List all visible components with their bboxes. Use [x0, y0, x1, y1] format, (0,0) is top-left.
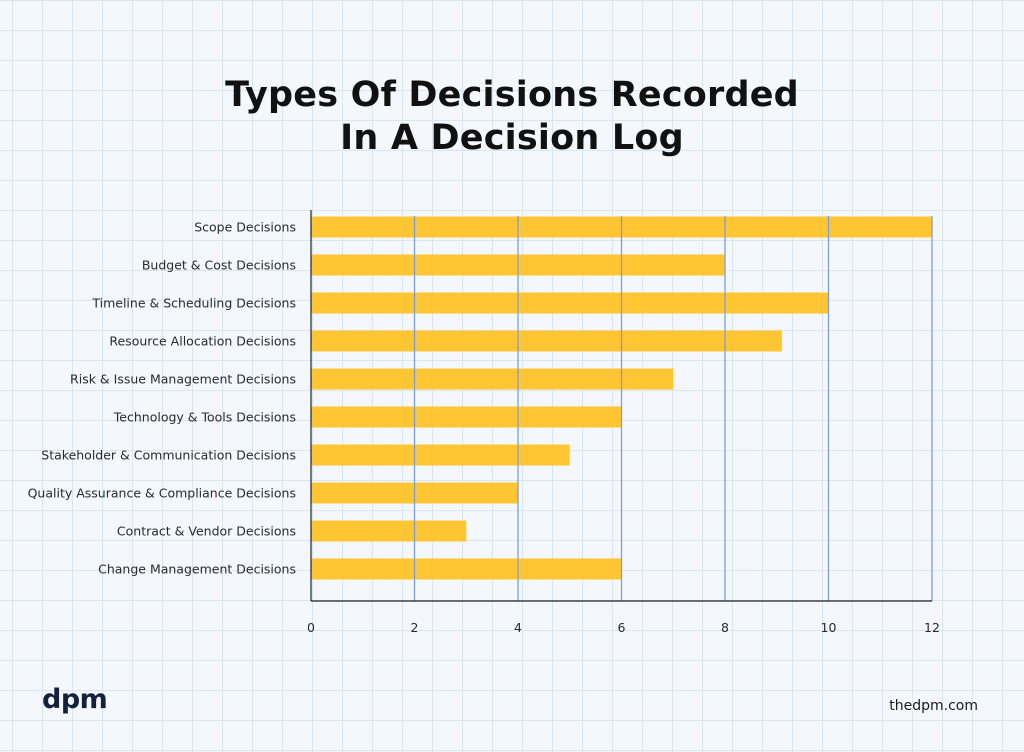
x-tick-label: 8	[721, 620, 729, 635]
x-tick-label: 10	[821, 620, 837, 635]
chart-title: Types Of Decisions Recorded In A Decisio…	[0, 74, 1024, 160]
bar	[311, 406, 622, 428]
bar	[311, 330, 782, 352]
bar	[311, 368, 674, 390]
bar	[311, 520, 467, 542]
x-tick-label: 4	[514, 620, 522, 635]
category-label: Contract & Vendor Decisions	[117, 524, 296, 539]
category-label: Timeline & Scheduling Decisions	[91, 296, 296, 311]
category-label: Budget & Cost Decisions	[142, 258, 296, 273]
bar	[311, 444, 570, 466]
site-url: thedpm.com	[889, 698, 978, 714]
category-label: Quality Assurance & Compliance Decisions	[28, 486, 296, 501]
x-tick-label: 6	[618, 620, 626, 635]
category-label: Resource Allocation Decisions	[109, 334, 296, 349]
category-label: Change Management Decisions	[98, 562, 296, 577]
category-label: Technology & Tools Decisions	[113, 410, 296, 425]
x-tick-label: 12	[924, 620, 940, 635]
x-tick-label: 0	[307, 620, 315, 635]
x-tick-label: 2	[411, 620, 419, 635]
category-label: Scope Decisions	[194, 220, 296, 235]
category-label: Stakeholder & Communication Decisions	[41, 448, 296, 463]
dpm-logo: dpm	[42, 684, 108, 715]
chart-title-line-2: In A Decision Log	[340, 118, 684, 158]
category-label: Risk & Issue Management Decisions	[70, 372, 296, 387]
bar	[311, 558, 622, 580]
chart-title-line-1: Types Of Decisions Recorded	[225, 75, 799, 115]
bar	[311, 292, 829, 314]
